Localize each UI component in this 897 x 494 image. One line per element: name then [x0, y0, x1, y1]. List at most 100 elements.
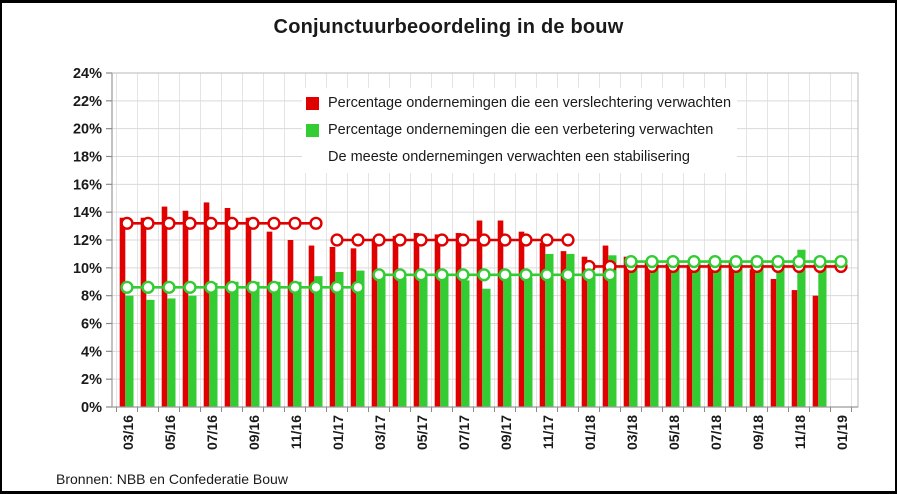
- green-average-line-marker: [267, 280, 281, 294]
- red-bar: [581, 256, 588, 407]
- green-average-line-marker: [288, 280, 302, 294]
- y-tick-label: 22%: [73, 94, 102, 110]
- red-bar: [350, 248, 357, 407]
- red-average-line-marker: [519, 233, 533, 247]
- source-note: Bronnen: NBB en Confederatie Bouw: [56, 471, 288, 487]
- x-tick-label: 11/16: [288, 415, 304, 449]
- red-bar: [812, 295, 819, 407]
- red-average-line-marker: [162, 216, 176, 230]
- red-bar: [539, 242, 546, 407]
- red-bar: [602, 245, 609, 407]
- red-average-line-marker: [288, 216, 302, 230]
- red-average-line-marker: [309, 216, 323, 230]
- red-bar: [476, 220, 483, 407]
- red-average-line-marker: [414, 233, 428, 247]
- red-average-line-marker: [435, 233, 449, 247]
- green-bar: [209, 283, 218, 407]
- red-average-line-marker: [330, 233, 344, 247]
- green-average-line-marker: [582, 268, 596, 282]
- green-bar: [146, 299, 155, 407]
- green-average-line-marker: [183, 280, 197, 294]
- green-average-line-marker: [309, 280, 323, 294]
- green-bar: [608, 255, 617, 407]
- x-tick-label: 09/17: [498, 415, 514, 450]
- green-bar: [230, 281, 239, 407]
- red-bar: [392, 235, 399, 407]
- green-bar: [419, 273, 428, 407]
- green-bar: [335, 272, 344, 407]
- x-tick-label: 07/17: [456, 415, 472, 450]
- green-average-line-marker: [204, 280, 218, 294]
- green-average-line-marker: [603, 268, 617, 282]
- y-tick-label: 2%: [81, 372, 102, 388]
- red-bar: [434, 234, 441, 407]
- x-tick-label: 03/18: [624, 415, 640, 450]
- green-bar: [482, 288, 491, 407]
- red-series-swatch-icon: [306, 97, 319, 110]
- green-bar: [713, 260, 722, 407]
- x-tick-label: 01/18: [582, 415, 598, 450]
- green-bar: [251, 281, 260, 407]
- green-bar: [755, 263, 764, 407]
- red-average-line-marker: [498, 233, 512, 247]
- red-bar: [791, 290, 798, 407]
- red-bar: [308, 245, 315, 407]
- green-average-line-marker: [435, 268, 449, 282]
- green-bar: [629, 260, 638, 407]
- red-bar: [224, 207, 231, 407]
- legend-item-worsening: Percentage ondernemingen die een verslec…: [306, 90, 731, 117]
- green-bar: [272, 281, 281, 407]
- green-bar: [440, 274, 449, 407]
- red-bar: [119, 217, 126, 407]
- green-bar: [461, 280, 470, 407]
- y-tick-label: 18%: [73, 150, 102, 166]
- y-tick-label: 0%: [81, 400, 102, 416]
- green-average-line-marker: [666, 254, 680, 269]
- green-bar: [188, 295, 197, 407]
- red-bar: [245, 217, 252, 407]
- green-bar: [524, 277, 533, 407]
- red-bar: [287, 240, 294, 407]
- green-average-line-marker: [372, 268, 386, 282]
- red-average-line-marker: [225, 216, 239, 230]
- red-average-line-marker: [540, 233, 554, 247]
- green-average-line-marker: [687, 254, 701, 269]
- green-average-line-marker: [498, 268, 512, 282]
- green-average-line-marker: [351, 280, 365, 294]
- red-bar: [371, 238, 378, 407]
- x-tick-label: 07/18: [708, 415, 724, 450]
- green-bar: [776, 263, 785, 407]
- green-bar: [503, 277, 512, 407]
- x-tick-label: 03/17: [372, 415, 388, 450]
- x-tick-label: 11/18: [792, 415, 808, 449]
- red-average-line-marker: [393, 233, 407, 247]
- y-tick-label: 20%: [73, 122, 102, 138]
- green-bar: [797, 249, 806, 407]
- green-average-line-marker: [771, 254, 785, 269]
- green-bar: [356, 270, 365, 407]
- green-bar: [377, 276, 386, 407]
- green-bar: [293, 281, 302, 407]
- red-average-line-marker: [246, 216, 260, 230]
- x-tick-label: 07/16: [204, 415, 220, 450]
- y-tick-label: 8%: [81, 289, 102, 305]
- red-average-line-marker: [204, 216, 218, 230]
- red-average-line-marker: [183, 216, 197, 230]
- green-average-line-marker: [477, 268, 491, 282]
- red-bar: [623, 256, 630, 407]
- y-tick-label: 16%: [73, 177, 102, 193]
- red-average-line-marker: [477, 233, 491, 247]
- green-average-line-marker: [225, 280, 239, 294]
- green-average-line-marker: [414, 268, 428, 282]
- green-average-line-marker: [456, 268, 470, 282]
- green-average-line-marker: [645, 254, 659, 269]
- green-bar: [566, 253, 575, 407]
- red-average-line-marker: [141, 216, 155, 230]
- y-tick-label: 12%: [73, 233, 102, 249]
- green-average-line-marker: [162, 280, 176, 294]
- x-tick-label: 11/17: [540, 415, 556, 449]
- x-tick-label: 05/17: [414, 415, 430, 450]
- green-average-line-marker: [813, 254, 827, 269]
- chart-plot-area: 0% 2% 4% 6% 8% 10% 12% 14% 16% 18% 20% 22% 24% 03/16 0…: [73, 66, 859, 450]
